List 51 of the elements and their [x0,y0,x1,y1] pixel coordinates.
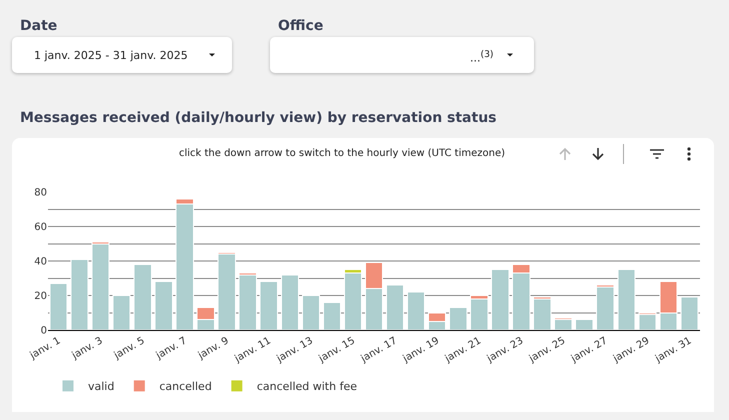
bar [470,298,488,330]
text: ...$^{(3)}$ [470,49,494,65]
bar [554,319,572,330]
bar [112,295,131,330]
y-tick-label: 80 [34,188,47,198]
bar [533,298,552,330]
bar [280,274,299,330]
x-tick-label: janv. 23 [484,335,526,366]
y-tick-label: 60 [34,222,47,233]
y-tick-label: 40 [34,256,47,268]
x-tick-label: janv. 1 [27,335,63,362]
x-tick-label: janv. 21 [442,335,484,366]
bar [70,258,89,330]
bar [617,269,636,330]
bar [218,254,236,330]
x-tick-label: janv. 13 [274,335,315,366]
y-tick-label: 0 [40,326,47,336]
bar [638,314,657,330]
x-tick-label: janv. 25 [526,335,568,366]
chart-title: Messages received (daily/hourly view) by reservation status [20,110,496,126]
bar [386,284,404,330]
chart-subtitle: click the down arrow to switch to the hourly view (UTC timezone) [178,148,506,159]
text: Office [278,18,324,34]
bar [680,296,699,330]
legend-label: cancelled [159,380,212,394]
x-tick-label: janv. 15 [316,335,357,366]
bar [406,292,426,330]
bar [154,281,173,330]
bar [575,319,594,330]
bar [260,281,278,330]
x-tick-label: janv. 19 [400,335,442,366]
x-tick-label: janv. 11 [232,335,273,366]
legend-label: valid [88,380,114,394]
x-tick-label: janv. 17 [358,335,400,366]
bar [344,272,362,330]
text: 1 janv. 2025 - 31 janv. 2025 [34,49,188,62]
x-tick-label: janv. 31 [652,335,694,366]
legend-label: cancelled with fee [256,380,358,394]
bar [302,295,320,330]
y-tick-label: 20 [34,291,47,302]
text: Date [20,18,58,34]
bar [49,282,68,330]
bar [449,307,468,330]
bar [238,274,257,330]
bar [91,243,110,330]
x-tick-label: janv. 27 [568,335,610,366]
bar [596,286,614,330]
bar [134,264,152,330]
bar [322,302,342,330]
bar [491,269,510,330]
x-tick-label: janv. 29 [610,335,652,366]
